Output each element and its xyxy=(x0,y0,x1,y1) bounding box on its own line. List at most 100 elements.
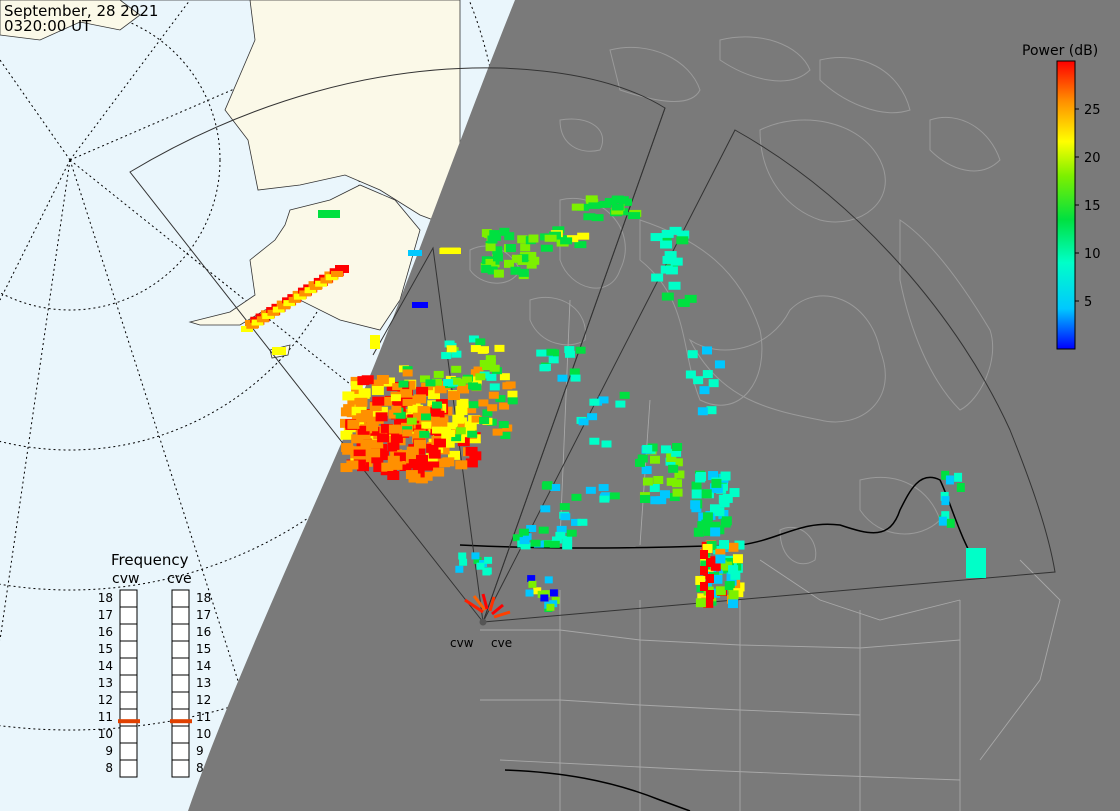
echo-cell xyxy=(325,274,338,281)
echo-cell xyxy=(479,359,490,367)
echo-cell xyxy=(700,560,711,570)
frequency-tick-label: 9 xyxy=(105,744,113,758)
echo-cell xyxy=(530,539,541,547)
echo-cell xyxy=(685,370,696,379)
echo-cell xyxy=(368,448,381,458)
echo-cell xyxy=(662,255,675,264)
echo-cell xyxy=(672,479,683,488)
echo-cell xyxy=(420,413,431,421)
echo-cell xyxy=(676,236,689,245)
echo-cell xyxy=(670,257,683,266)
echo-cell xyxy=(708,379,719,388)
echo-cell xyxy=(459,558,468,566)
echo-cell xyxy=(492,253,503,262)
echo-cell xyxy=(611,207,624,215)
echo-cell xyxy=(390,460,403,470)
echo-cell xyxy=(640,494,651,503)
echo-cell xyxy=(403,380,416,390)
echo-cell xyxy=(467,430,478,438)
echo-cell xyxy=(706,590,714,599)
echo-cell xyxy=(635,458,646,467)
echo-cell xyxy=(637,454,648,463)
echo-cell xyxy=(487,266,498,275)
echo-cell xyxy=(437,445,450,455)
echo-cell xyxy=(278,303,291,310)
echo-cell xyxy=(465,423,476,431)
echo-cell xyxy=(398,380,409,388)
frequency-tick-label: 8 xyxy=(196,761,204,775)
echo-cell xyxy=(669,493,680,502)
echo-cell xyxy=(304,287,317,294)
echo-cell xyxy=(402,398,413,406)
echo-cell xyxy=(484,556,493,564)
echo-cell xyxy=(390,433,403,443)
echo-cell xyxy=(710,527,721,537)
echo-cell xyxy=(546,603,555,611)
echo-cell xyxy=(650,233,663,242)
echo-cell xyxy=(706,558,714,567)
echo-cell xyxy=(485,243,496,252)
echo-cell xyxy=(402,429,413,437)
echo-cell xyxy=(687,350,698,359)
echo-cell xyxy=(728,542,739,552)
echo-cell xyxy=(487,235,498,244)
frequency-tick-label: 13 xyxy=(196,676,211,690)
echo-cell xyxy=(432,378,443,386)
echo-cell xyxy=(441,437,454,447)
echo-cell xyxy=(499,373,510,381)
echo-cell xyxy=(366,422,379,432)
echo-cell xyxy=(420,471,433,481)
echo-cell xyxy=(560,237,573,245)
echo-cell xyxy=(494,344,505,352)
frequency-tick-label: 8 xyxy=(105,761,113,775)
echo-cell xyxy=(700,550,708,559)
echo-cell xyxy=(283,300,296,307)
echo-cell xyxy=(562,542,573,550)
echo-cell xyxy=(714,360,725,369)
echo-cell xyxy=(660,445,671,454)
echo-cell xyxy=(728,590,739,600)
echo-cell xyxy=(267,309,280,316)
echo-cell xyxy=(387,442,400,452)
echo-cell xyxy=(498,421,509,429)
echo-cell xyxy=(587,413,598,421)
echo-cell xyxy=(669,226,682,235)
echo-cell xyxy=(540,594,549,602)
echo-cell xyxy=(544,576,553,584)
echo-cell xyxy=(371,440,384,450)
echo-cell xyxy=(954,472,963,482)
echo-cell xyxy=(588,201,601,209)
echo-cell xyxy=(703,526,714,536)
frequency-tick-label: 17 xyxy=(196,608,211,622)
frequency-tick-label: 16 xyxy=(98,625,113,639)
echo-cell xyxy=(407,405,418,413)
echo-cell xyxy=(695,598,706,608)
frequency-col-cvw: cvw xyxy=(112,571,139,587)
echo-cell xyxy=(585,195,598,203)
echo-cell xyxy=(425,379,436,387)
frequency-tick-label: 12 xyxy=(98,693,113,707)
echo-cell xyxy=(372,396,385,406)
echo-cell xyxy=(730,570,741,580)
echo-cell xyxy=(493,269,504,278)
echo-cell xyxy=(416,386,429,396)
echo-cell xyxy=(541,590,550,598)
echo-cell xyxy=(693,527,704,537)
echo-cell xyxy=(702,543,713,553)
echo-cell xyxy=(536,349,547,357)
echo-cell xyxy=(370,335,380,349)
radar-echoes xyxy=(241,195,986,612)
echo-cell xyxy=(375,406,388,416)
frequency-title: Frequency xyxy=(111,551,189,569)
echo-cell xyxy=(451,365,462,373)
echo-cell xyxy=(518,268,529,277)
echo-cell xyxy=(734,540,745,550)
echo-cell xyxy=(711,478,722,488)
echo-cell xyxy=(571,203,584,211)
echo-cell xyxy=(661,229,674,238)
echo-cell xyxy=(402,369,413,377)
echo-cell xyxy=(703,598,714,608)
echo-cell xyxy=(941,496,950,506)
echo-cell xyxy=(697,407,708,416)
